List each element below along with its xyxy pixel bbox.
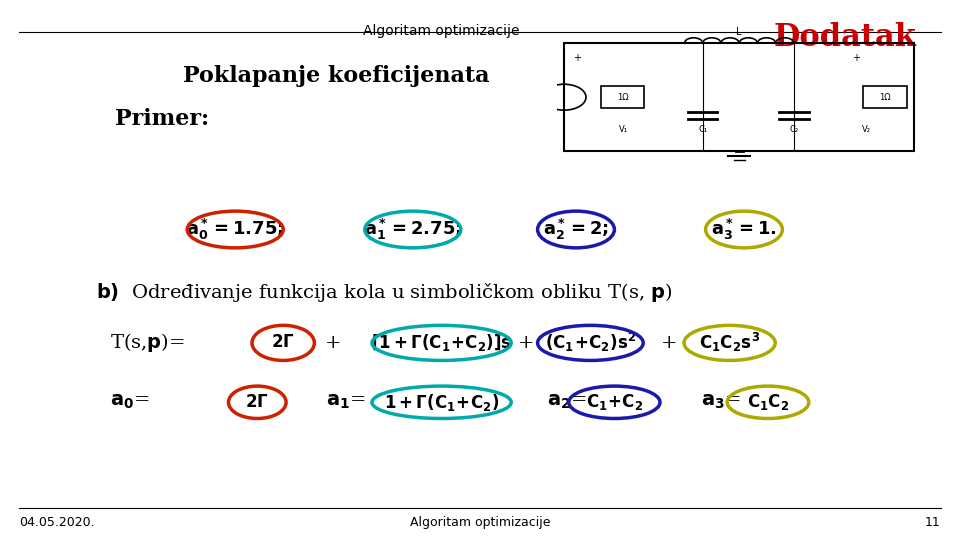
Text: $\mathbf{a_3}$=: $\mathbf{a_3}$=	[701, 393, 740, 411]
Text: +: +	[324, 334, 342, 352]
Text: $\mathbf{a_3^*=1.}$: $\mathbf{a_3^*=1.}$	[711, 217, 777, 242]
Text: Poklapanje koeficijenata: Poklapanje koeficijenata	[182, 65, 490, 87]
Text: $\mathbf{(C_1\!+\!C_2)s^2}$: $\mathbf{(C_1\!+\!C_2)s^2}$	[544, 332, 636, 354]
Text: $\mathbf{C_1C_2}$: $\mathbf{C_1C_2}$	[747, 392, 789, 413]
Text: $\mathbf{b)}$  Određivanje funkcija kola u simboličkom obliku T(s, $\mathbf{p}$): $\mathbf{b)}$ Određivanje funkcija kola …	[96, 281, 673, 304]
Text: Algoritam optimizacije: Algoritam optimizacije	[363, 24, 520, 38]
Text: Primer:: Primer:	[115, 108, 209, 130]
Text: $\mathbf{2\Gamma}$: $\mathbf{2\Gamma}$	[246, 394, 269, 411]
Text: 04.05.2020.: 04.05.2020.	[19, 516, 95, 529]
Text: $\mathbf{a_0^*=1.75;}$: $\mathbf{a_0^*=1.75;}$	[186, 217, 284, 242]
Text: $\mathbf{a_1^*=2.75;}$: $\mathbf{a_1^*=2.75;}$	[364, 217, 462, 242]
Text: $\mathbf{C_1\!+\!C_2}$: $\mathbf{C_1\!+\!C_2}$	[586, 392, 643, 413]
Text: $\mathbf{a_2}$=: $\mathbf{a_2}$=	[547, 393, 588, 411]
Text: $\mathbf{a_2^*=2;}$: $\mathbf{a_2^*=2;}$	[543, 217, 609, 242]
Text: $\mathbf{1+\Gamma(C_1\!+\!C_2)}$: $\mathbf{1+\Gamma(C_1\!+\!C_2)}$	[384, 392, 499, 413]
Text: +: +	[517, 334, 535, 352]
Text: $\mathbf{a_0}$=: $\mathbf{a_0}$=	[110, 393, 152, 411]
Text: +: +	[660, 334, 678, 352]
Text: $\mathbf{2\Gamma}$: $\mathbf{2\Gamma}$	[272, 334, 295, 352]
Text: $\mathbf{a_1}$=: $\mathbf{a_1}$=	[326, 393, 368, 411]
Text: 11: 11	[925, 516, 941, 529]
Text: $\mathbf{C_1C_2s^3}$: $\mathbf{C_1C_2s^3}$	[699, 332, 760, 354]
Text: Algoritam optimizacije: Algoritam optimizacije	[410, 516, 550, 529]
Text: $\mathbf{[1+\Gamma(C_1\!+\!C_2)]s}$: $\mathbf{[1+\Gamma(C_1\!+\!C_2)]s}$	[372, 333, 512, 353]
Text: Dodatak: Dodatak	[774, 22, 916, 52]
Text: T(s,$\mathbf{p}$)=: T(s,$\mathbf{p}$)=	[110, 332, 187, 354]
